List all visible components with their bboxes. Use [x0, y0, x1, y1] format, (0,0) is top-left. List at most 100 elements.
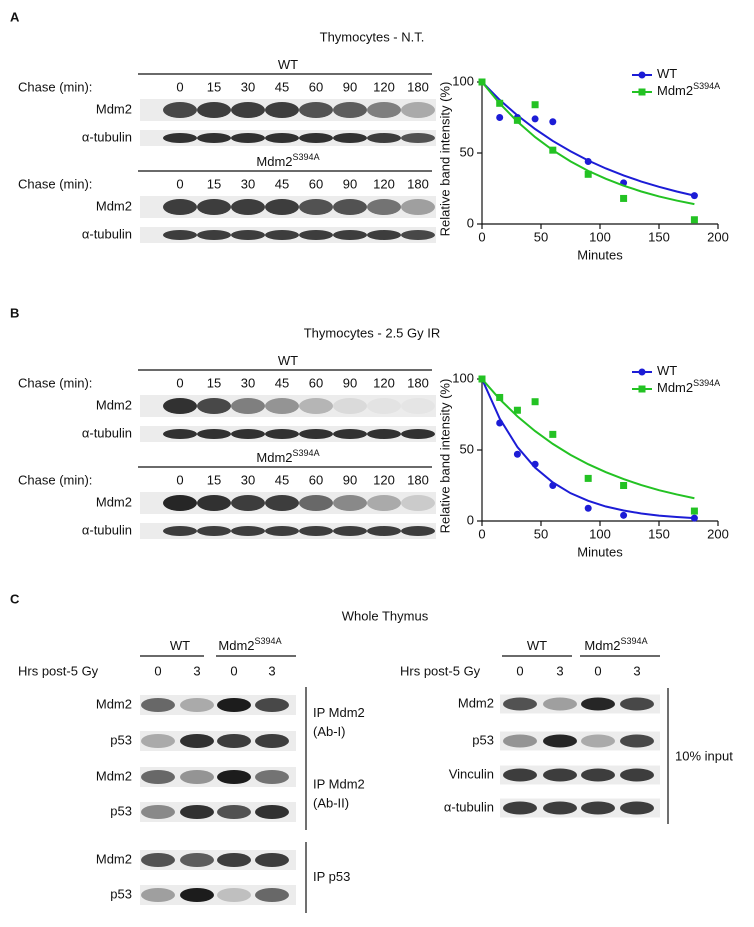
- legend-entry: WT: [657, 363, 677, 378]
- blot-band: [141, 805, 175, 819]
- blot-band: [197, 495, 231, 511]
- x-tick-label: 100: [589, 526, 611, 541]
- blot-band: [217, 734, 251, 748]
- lane-label: 3: [193, 663, 200, 678]
- row-label: Mdm2: [96, 696, 132, 711]
- data-point: [690, 514, 698, 522]
- section-label: (Ab-I): [313, 724, 346, 739]
- blot-band: [401, 133, 435, 143]
- blot-band: [367, 526, 401, 536]
- blot-band: [255, 888, 289, 902]
- blot-band: [333, 199, 367, 215]
- data-point: [531, 460, 539, 468]
- blot-band: [231, 429, 265, 439]
- blot-background: [500, 798, 660, 818]
- row-label: Mdm2: [96, 851, 132, 866]
- blot-band: [163, 230, 197, 240]
- blot-genotype-sup: S394A: [293, 448, 320, 458]
- blot-band: [620, 734, 654, 748]
- y-axis-label: Relative band intensity (%): [437, 379, 452, 534]
- lane-label: 90: [343, 472, 357, 487]
- row-label: α-tubulin: [82, 226, 132, 241]
- blot-band: [197, 133, 231, 143]
- y-axis-label: Relative band intensity (%): [437, 82, 452, 237]
- blot-band: [197, 526, 231, 536]
- blot-band: [217, 853, 251, 867]
- panel-title: Thymocytes - 2.5 Gy IR: [304, 325, 441, 340]
- row-label: p53: [472, 732, 494, 747]
- blot-background: [140, 885, 296, 905]
- lane-label: 120: [373, 375, 395, 390]
- blot-band: [299, 429, 333, 439]
- blot-genotype-base: Mdm2: [256, 450, 292, 465]
- data-point: [496, 114, 504, 121]
- blot-band: [180, 698, 214, 712]
- lane-label: 90: [343, 79, 357, 94]
- lane-label: 3: [556, 663, 563, 678]
- fit-curve: [481, 81, 695, 197]
- data-point: [549, 146, 557, 154]
- lane-label: 120: [373, 79, 395, 94]
- data-point: [584, 474, 592, 482]
- section-label: IP p53: [313, 869, 350, 884]
- lane-label: 180: [407, 79, 429, 94]
- section-label: 10% input: [675, 748, 733, 763]
- panel-label: C: [10, 591, 20, 606]
- blot-band: [401, 398, 435, 414]
- blot-band: [217, 770, 251, 784]
- section-label: (Ab-II): [313, 795, 349, 810]
- x-tick-label: 100: [589, 229, 611, 244]
- blot-band: [180, 888, 214, 902]
- lane-label: 45: [275, 79, 289, 94]
- blot-band: [503, 801, 537, 815]
- y-tick-label: 100: [452, 370, 474, 385]
- blot-band: [401, 102, 435, 118]
- group-genotype-sup: S394A: [255, 636, 282, 646]
- y-tick-label: 0: [467, 215, 474, 230]
- blot-genotype: Mdm2S394A: [256, 448, 319, 465]
- lane-label: 30: [241, 375, 255, 390]
- panel-title: Whole Thymus: [342, 608, 429, 623]
- blot-band: [163, 133, 197, 143]
- legend-entry-sup: S394A: [693, 81, 720, 91]
- legend-entry-base: WT: [657, 66, 677, 81]
- blot-band: [543, 768, 577, 782]
- panel-title: Thymocytes - N.T.: [320, 29, 425, 44]
- blot-band: [163, 495, 197, 511]
- lane-label: 90: [343, 375, 357, 390]
- data-point: [513, 406, 521, 414]
- y-tick-label: 100: [452, 73, 474, 88]
- data-point: [584, 504, 592, 512]
- blot-band: [333, 429, 367, 439]
- x-tick-label: 200: [707, 526, 729, 541]
- chase-label: Chase (min):: [18, 472, 92, 487]
- blot-band: [333, 133, 367, 143]
- lane-label: 60: [309, 79, 323, 94]
- blot-band: [231, 199, 265, 215]
- data-point: [478, 78, 486, 86]
- row-label: Mdm2: [96, 494, 132, 509]
- group-genotype: WT: [527, 638, 547, 653]
- blot-band: [367, 230, 401, 240]
- blot-band: [197, 199, 231, 215]
- group-genotype-base: WT: [527, 638, 547, 653]
- lane-label: 0: [176, 472, 183, 487]
- data-point: [531, 115, 539, 123]
- blot-band: [543, 734, 577, 748]
- blot-band: [265, 398, 299, 414]
- lane-label: 15: [207, 375, 221, 390]
- blot-band: [543, 801, 577, 815]
- row-label: α-tubulin: [82, 522, 132, 537]
- blot-band: [180, 770, 214, 784]
- blot-band: [141, 770, 175, 784]
- data-point: [690, 507, 698, 515]
- legend-entry-base: Mdm2: [657, 380, 693, 395]
- lane-label: 180: [407, 472, 429, 487]
- lane-label: 15: [207, 176, 221, 191]
- blot-genotype-base: WT: [278, 57, 298, 72]
- blot-band: [141, 853, 175, 867]
- lane-label: 90: [343, 176, 357, 191]
- blot-band: [217, 805, 251, 819]
- blot-band: [217, 888, 251, 902]
